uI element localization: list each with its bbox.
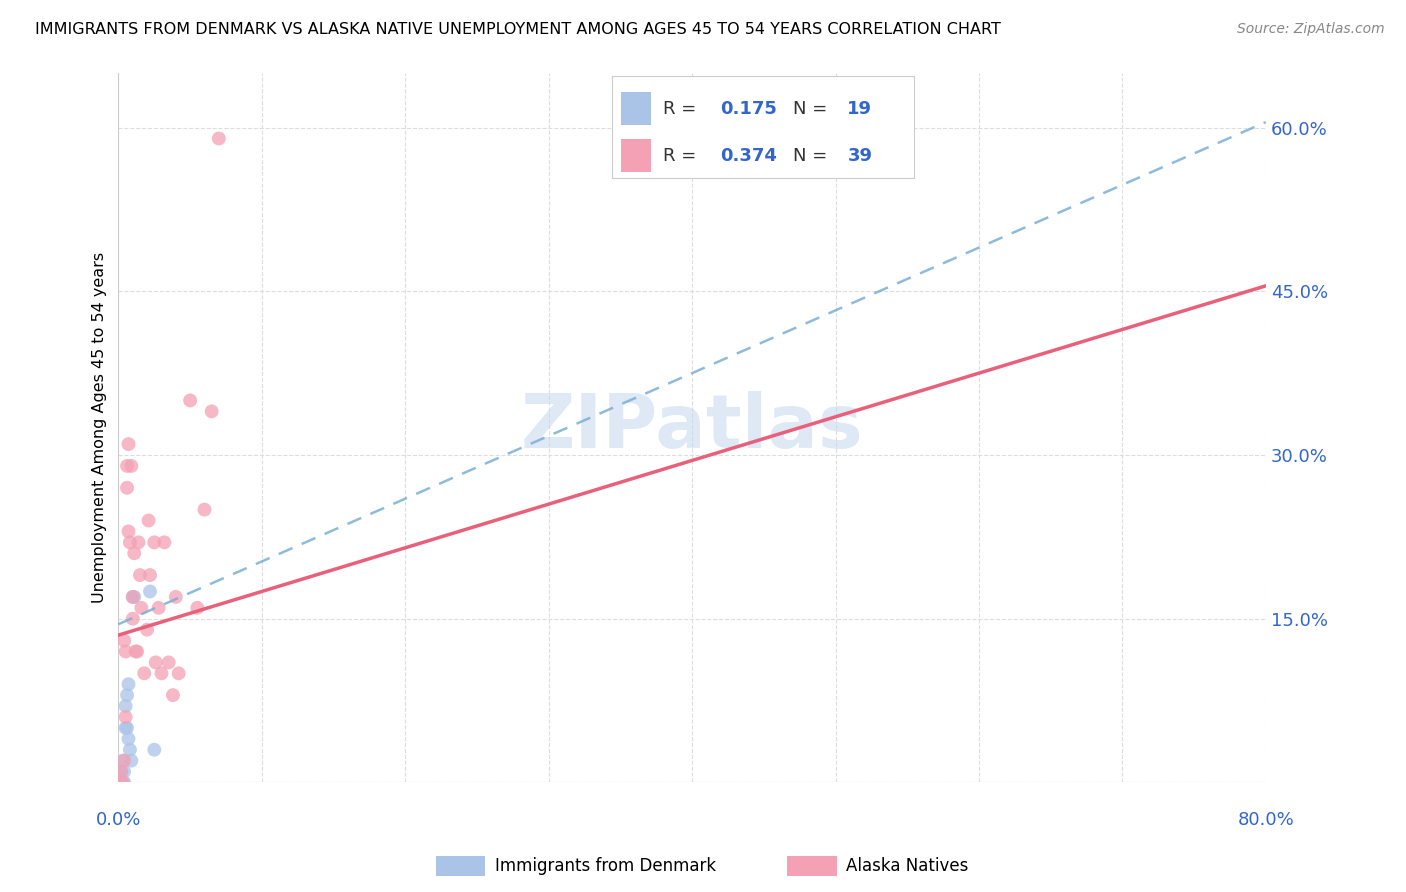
Point (139, 584, 162, 599)
Point (143, 742, 166, 756)
Text: 0.0%: 0.0% (96, 811, 141, 829)
Point (136, 623, 159, 637)
Point (134, 666, 156, 681)
Point (128, 535, 150, 549)
Point (121, 590, 143, 604)
Point (111, 775, 134, 789)
Point (117, 437, 139, 451)
Bar (620, 92, 651, 125)
Point (108, 775, 131, 789)
Point (110, 764, 132, 779)
Point (117, 677, 139, 691)
Point (148, 600, 170, 615)
Point (112, 633, 135, 648)
Text: 0.175: 0.175 (720, 100, 778, 118)
Point (208, 131, 231, 145)
Point (120, 458, 142, 473)
Text: 80.0%: 80.0% (1237, 811, 1294, 829)
Point (157, 656, 180, 670)
Point (118, 742, 141, 756)
Point (112, 764, 135, 779)
Point (145, 656, 167, 670)
Point (122, 546, 145, 560)
Text: ZIPatlas: ZIPatlas (520, 392, 863, 464)
Point (115, 721, 138, 735)
Point (138, 514, 160, 528)
Text: Source: ZipAtlas.com: Source: ZipAtlas.com (1237, 22, 1385, 37)
Point (125, 644, 148, 658)
Point (114, 644, 136, 658)
Text: R =: R = (664, 100, 702, 118)
Point (120, 754, 142, 768)
Point (115, 481, 138, 495)
Point (186, 600, 208, 615)
Point (150, 666, 173, 681)
Point (162, 688, 184, 702)
Point (117, 524, 139, 539)
Point (115, 458, 138, 473)
Point (143, 535, 166, 549)
Text: 19: 19 (848, 100, 872, 118)
Point (114, 710, 136, 724)
Bar (620, 139, 651, 172)
Point (131, 600, 153, 615)
Point (111, 754, 134, 768)
Point (118, 535, 141, 549)
Point (129, 568, 152, 582)
Text: N =: N = (793, 147, 832, 165)
Point (139, 568, 162, 582)
Point (122, 590, 145, 604)
Point (115, 688, 138, 702)
Point (165, 590, 187, 604)
Point (121, 590, 143, 604)
Text: IMMIGRANTS FROM DENMARK VS ALASKA NATIVE UNEMPLOYMENT AMONG AGES 45 TO 54 YEARS : IMMIGRANTS FROM DENMARK VS ALASKA NATIVE… (35, 22, 1001, 37)
Text: R =: R = (664, 147, 702, 165)
Y-axis label: Unemployment Among Ages 45 to 54 years: Unemployment Among Ages 45 to 54 years (93, 252, 107, 603)
Text: 0.374: 0.374 (720, 147, 778, 165)
Point (193, 502, 215, 516)
Point (110, 764, 132, 779)
Text: Immigrants from Denmark: Immigrants from Denmark (495, 857, 716, 875)
Point (167, 666, 190, 681)
Point (201, 404, 224, 418)
Point (124, 644, 146, 658)
Point (114, 699, 136, 714)
Point (112, 754, 135, 768)
Text: Alaska Natives: Alaska Natives (846, 857, 969, 875)
Point (111, 775, 134, 789)
Point (110, 775, 132, 789)
Point (153, 535, 176, 549)
Point (121, 612, 143, 626)
Text: N =: N = (793, 100, 832, 118)
Text: 39: 39 (848, 147, 872, 165)
Point (117, 731, 139, 746)
Point (112, 775, 135, 789)
Point (114, 721, 136, 735)
Point (179, 393, 201, 408)
Point (108, 775, 131, 789)
